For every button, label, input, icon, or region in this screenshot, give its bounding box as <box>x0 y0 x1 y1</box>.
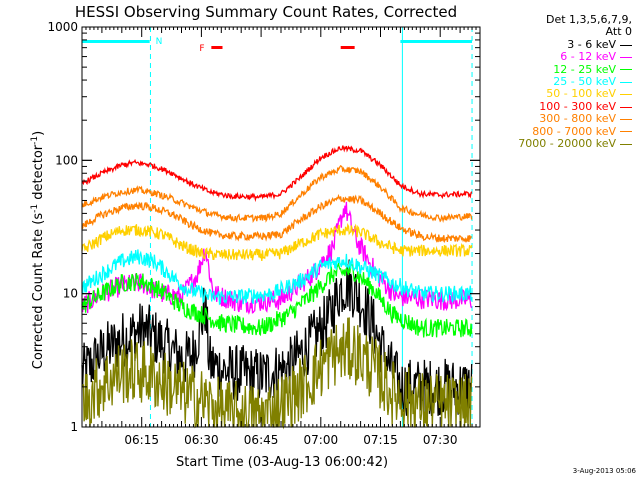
y-tick-label: 100 <box>55 153 78 167</box>
legend-swatch <box>620 81 632 83</box>
legend-entry-label: 25 - 50 keV <box>553 75 616 89</box>
legend-entry: 50 - 100 keV <box>488 88 632 100</box>
legend-entry: 100 - 300 keV <box>488 99 632 113</box>
legend-swatch <box>620 131 632 133</box>
legend-entry-label: 12 - 25 keV <box>553 62 616 76</box>
svg-text:Corrected Count Rate (s-1 dete: Corrected Count Rate (s-1 detector-1) <box>30 131 46 369</box>
series-line-25-50-kev <box>81 249 473 306</box>
legend-entry-label: 300 - 800 keV <box>539 112 616 126</box>
legend-entry: 7000 - 20000 keV <box>488 137 632 151</box>
legend-entry: 3 - 6 keV <box>488 37 632 51</box>
x-tick-label: 07:30 <box>423 433 458 447</box>
legend-swatch <box>620 94 632 96</box>
x-tick-label: 07:15 <box>363 433 398 447</box>
legend: Det 1,3,5,6,7,9, Att 0 3 - 6 keV 6 - 12 k… <box>488 13 632 151</box>
legend-entry-label: 7000 - 20000 keV <box>518 137 616 151</box>
legend-swatch <box>620 106 632 108</box>
chart-title: HESSI Observing Summary Count Rates, Cor… <box>75 3 457 21</box>
legend-entry: 25 - 50 keV <box>488 75 632 89</box>
legend-entry-label: 800 - 7000 keV <box>532 124 616 138</box>
y-tick-label: 1 <box>70 420 78 434</box>
x-tick-label: 06:45 <box>244 433 279 447</box>
series-line-6-12-kev <box>81 201 473 315</box>
legend-swatch <box>620 56 632 58</box>
legend-entry-label: 50 - 100 keV <box>546 87 616 101</box>
series-line-300-800-kev <box>81 193 472 244</box>
flare-bar-0 <box>211 46 223 49</box>
y-tick-label: 10 <box>63 287 78 301</box>
x-tick-label: 06:30 <box>184 433 219 447</box>
series-line-50-100-kev <box>81 222 473 262</box>
x-tick-label: 07:00 <box>304 433 339 447</box>
y-axis-label: Corrected Count Rate (s-1 detector-1) <box>30 131 46 369</box>
legend-header-line-1: Det 1,3,5,6,7,9, <box>545 13 632 26</box>
series-line-800-7000-kev <box>81 164 473 224</box>
x-axis-label: Start Time (03-Aug-13 06:00:42) <box>176 455 388 470</box>
flare-bar-1 <box>340 46 355 49</box>
legend-entry: 300 - 800 keV <box>488 112 632 126</box>
legend-entry: 6 - 12 keV <box>488 50 632 64</box>
saa-label: N <box>156 37 163 47</box>
series-line-12-25-kev <box>81 261 473 338</box>
legend-swatch <box>620 143 632 145</box>
x-tick-label: 06:15 <box>124 433 159 447</box>
y-tick-label: 1000 <box>47 20 78 34</box>
series-line-7000-20000-kev <box>81 317 473 430</box>
legend-swatch <box>620 69 632 71</box>
saa-bar-0 <box>82 40 150 43</box>
generation-timestamp: 3-Aug-2013 05:06 <box>572 467 636 475</box>
legend-entry-label: 100 - 300 keV <box>539 99 616 113</box>
legend-swatch <box>620 118 632 120</box>
flare-label: F <box>199 44 204 54</box>
legend-header-line-2: Att 0 <box>605 25 632 39</box>
legend-entry-label: 3 - 6 keV <box>567 37 616 51</box>
legend-entry: 800 - 7000 keV <box>488 124 632 138</box>
saa-bar-1 <box>400 40 473 43</box>
legend-swatch <box>620 44 632 46</box>
legend-entry: 12 - 25 keV <box>488 62 632 76</box>
series-line-100-300-kev <box>81 145 473 203</box>
legend-entry-label: 6 - 12 keV <box>560 50 616 64</box>
